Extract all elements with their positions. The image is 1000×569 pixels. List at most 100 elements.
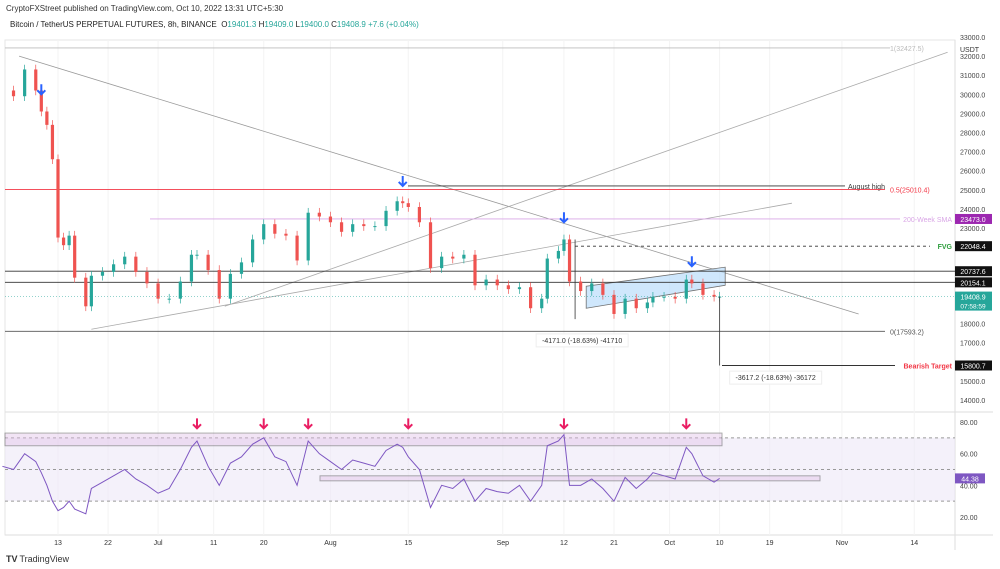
low-value: 19400.0 (299, 20, 329, 29)
last-price-tag (955, 291, 992, 311)
candle (579, 281, 583, 292)
x-tick-label: 14 (910, 540, 918, 547)
candle (73, 235, 77, 278)
candle (440, 256, 444, 269)
price-tag (955, 213, 992, 224)
x-tick-label: 22 (104, 540, 112, 547)
rsi-support-box (319, 475, 821, 482)
candle (545, 258, 549, 299)
candle (506, 285, 510, 290)
candle (306, 212, 310, 261)
candle (273, 224, 277, 234)
candle (328, 216, 333, 223)
price-tick-label: 18000.0 (960, 322, 985, 329)
open-value: 19401.3 (227, 20, 257, 29)
candle (473, 254, 477, 286)
rsi-arrow-icon (259, 418, 269, 430)
price-tick-label: 32000.0 (960, 54, 985, 61)
price-tick-label: 15000.0 (960, 379, 985, 386)
candle (228, 273, 232, 299)
peak-arrow-icon (687, 256, 697, 268)
candle (206, 254, 210, 271)
candle (395, 201, 399, 211)
bar-countdown: 07:58:59 (960, 304, 986, 311)
candle (189, 254, 194, 282)
candle (362, 224, 366, 227)
candle (540, 298, 544, 309)
measure-box (729, 370, 823, 385)
candle (67, 235, 71, 246)
rsi-arrow-icon (403, 418, 413, 430)
candle (684, 279, 688, 299)
level-label: FVG (938, 244, 953, 251)
price-tick-label: 28000.0 (960, 131, 985, 138)
price-tick-label: 24000.0 (960, 207, 985, 214)
currency-label: USDT (960, 47, 980, 54)
candle (351, 224, 355, 232)
candle (634, 298, 638, 309)
candle (556, 250, 560, 259)
close-label: C (331, 20, 337, 29)
candle (61, 237, 66, 246)
candle (562, 239, 566, 251)
price-tick-label: 14000.0 (960, 398, 985, 405)
rsi-line (2, 433, 720, 515)
candle (373, 226, 377, 228)
rsi-tick-label: 80.00 (960, 420, 978, 427)
rising-trendline (224, 51, 948, 307)
x-tick-label: 19 (766, 540, 774, 547)
candle (612, 294, 616, 314)
candle (178, 281, 182, 299)
price-tick-label: 31000.0 (960, 73, 985, 80)
candle (262, 224, 266, 240)
candle (84, 277, 88, 307)
candle (251, 239, 255, 263)
x-tick-label: Sep (497, 540, 510, 547)
measure-label: -4171.0 (-18.63%) -41710 (542, 338, 622, 345)
candle (217, 270, 221, 299)
rsi-tag-label: 44.38 (961, 476, 979, 483)
candle (112, 264, 116, 272)
x-tick-label: Aug (324, 540, 337, 547)
candle (284, 233, 288, 236)
candle (50, 124, 55, 160)
candle (317, 212, 321, 217)
x-tick-label: 11 (210, 540, 217, 547)
symbol-legend: Bitcoin / TetherUS PERPETUAL FUTURES, 8h… (10, 20, 419, 29)
rsi-tick-label: 60.00 (960, 452, 978, 459)
x-tick-label: 13 (54, 540, 62, 547)
price-tag-label: 20154.1 (960, 280, 985, 287)
candle (11, 90, 16, 97)
level-label: 200-Week SMA (903, 217, 952, 224)
price-tag-label: 23473.0 (960, 217, 985, 224)
close-value: 19408.9 (336, 20, 366, 29)
price-tick-label: 25000.0 (960, 188, 985, 195)
candle (428, 222, 433, 269)
candle (39, 90, 43, 112)
candle (23, 69, 27, 97)
price-tag (955, 241, 992, 252)
publisher-line: CryptoFXStreet published on TradingView.… (6, 4, 284, 13)
ascending-channel (585, 266, 726, 309)
candle (167, 298, 171, 300)
candle (462, 254, 466, 259)
rsi-tick-label: 40.00 (960, 483, 978, 490)
rsi-tick-label: 20.00 (960, 515, 978, 522)
x-tick-label: Oct (664, 540, 675, 547)
level-label: 0.5(25010.4) (890, 188, 930, 195)
candle (601, 283, 605, 295)
rsi-overbought-box (4, 432, 723, 447)
x-tick-label: 21 (610, 540, 618, 547)
candle (662, 296, 666, 298)
rsi-tag (955, 473, 985, 484)
candle (401, 201, 405, 204)
level-label: 0(17593.2) (890, 329, 924, 336)
change-value: +7.6 (+0.04%) (368, 20, 419, 29)
price-tick-label: 30000.0 (960, 92, 985, 99)
x-tick-label: 12 (560, 540, 568, 547)
descending-trendline (18, 55, 859, 315)
candle (100, 271, 105, 276)
candle (529, 287, 533, 309)
peak-arrow-icon (36, 84, 47, 96)
